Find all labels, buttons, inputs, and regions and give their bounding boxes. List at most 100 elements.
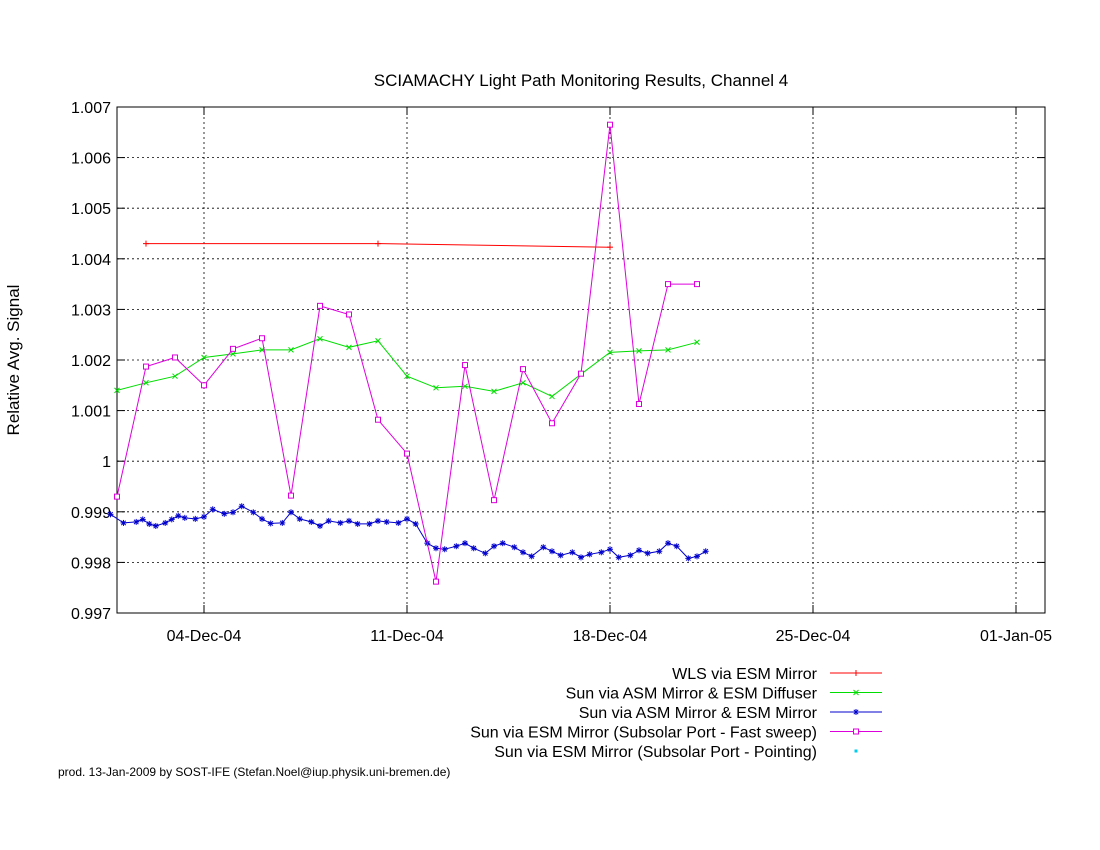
series-3-point bbox=[308, 518, 315, 525]
series-3-point bbox=[578, 554, 584, 561]
series-3-point bbox=[656, 548, 663, 555]
series-4-point bbox=[114, 493, 120, 500]
series-3-point bbox=[395, 519, 402, 526]
series-3-point bbox=[586, 551, 593, 558]
legend-swatch-marker bbox=[853, 709, 859, 715]
series-3-point bbox=[288, 509, 294, 516]
legend-swatch-marker bbox=[853, 728, 859, 735]
series-2-point bbox=[462, 383, 468, 390]
series-3-point bbox=[499, 540, 506, 547]
series-3-point bbox=[168, 516, 175, 523]
series-4-point bbox=[259, 335, 265, 342]
x-tick-label: 11-Dec-04 bbox=[370, 628, 444, 645]
series-3-point bbox=[694, 553, 700, 560]
series-3-point bbox=[296, 515, 303, 522]
series-layer bbox=[107, 121, 709, 585]
series-3-point bbox=[569, 549, 576, 556]
y-tick-label: 1.005 bbox=[71, 201, 111, 218]
legend-label: Sun via ESM Mirror (Subsolar Port - Poin… bbox=[494, 744, 817, 761]
series-4-point bbox=[607, 121, 613, 128]
series-2-point bbox=[230, 351, 236, 357]
series-3-point bbox=[162, 519, 169, 526]
series-3-line bbox=[110, 505, 706, 559]
series-3-point bbox=[404, 515, 410, 522]
series-3-point bbox=[337, 519, 344, 526]
series-3-point bbox=[250, 509, 257, 516]
series-4-point bbox=[143, 363, 149, 370]
series-3-point bbox=[375, 517, 381, 524]
grid-lines bbox=[117, 107, 1045, 613]
x-tick-label: 18-Dec-04 bbox=[573, 628, 648, 645]
legend-label: Sun via ASM Mirror & ESM Diffuser bbox=[566, 686, 818, 703]
y-tick-label: 1.001 bbox=[71, 404, 111, 421]
axis-ticks: 0.997 0.998 0.999 1 1.001 1.002 1.003 1.004 1.00… bbox=[71, 100, 1052, 645]
series-3-point bbox=[412, 520, 419, 527]
x-tick-label: 01-Jan-05 bbox=[980, 628, 1052, 645]
series-1-point bbox=[375, 240, 381, 247]
series-4-point bbox=[636, 401, 642, 408]
series-3-point bbox=[702, 548, 709, 555]
series-3-point bbox=[607, 546, 613, 553]
production-credit: prod. 13-Jan-2009 by SOST-IFE (Stefan.No… bbox=[58, 765, 450, 779]
plot-frame bbox=[116, 106, 1046, 614]
y-tick-label: 1.002 bbox=[71, 353, 111, 370]
series-3-point bbox=[181, 514, 188, 521]
y-tick-label: 1.007 bbox=[71, 100, 111, 117]
series-3-point bbox=[259, 515, 265, 522]
series-2-point bbox=[636, 348, 642, 354]
series-4-point bbox=[694, 281, 700, 288]
y-tick-label: 1.004 bbox=[71, 252, 111, 269]
series-2-point bbox=[491, 388, 497, 395]
series-3-point bbox=[453, 543, 460, 550]
series-2-point bbox=[114, 387, 120, 394]
series-3-point bbox=[383, 518, 390, 525]
series-3-point bbox=[221, 510, 228, 517]
y-tick-label: 1.003 bbox=[71, 302, 111, 319]
series-3-point bbox=[549, 548, 555, 555]
series-3-point bbox=[598, 549, 605, 556]
series-2-point bbox=[172, 373, 178, 380]
y-tick-label: 1.006 bbox=[71, 151, 111, 168]
series-1-point bbox=[143, 240, 149, 247]
x-tick-label: 25-Dec-04 bbox=[776, 628, 851, 645]
legend: WLS via ESM Mirror Sun via ASM Mirror & E… bbox=[470, 666, 882, 761]
series-3-point bbox=[615, 554, 622, 561]
series-3-point bbox=[470, 545, 477, 552]
series-4-point bbox=[549, 420, 555, 427]
series-3-point bbox=[636, 547, 642, 554]
series-3-point bbox=[354, 520, 361, 527]
series-1 bbox=[143, 240, 613, 251]
series-3-point bbox=[685, 555, 692, 562]
series-2-point bbox=[520, 379, 526, 386]
series-3-point bbox=[433, 545, 439, 552]
series-3-point bbox=[441, 546, 448, 553]
series-3-point bbox=[192, 515, 199, 522]
series-3-point bbox=[120, 519, 127, 526]
series-3-point bbox=[230, 509, 236, 516]
series-2-point bbox=[694, 339, 700, 346]
series-2-point bbox=[404, 373, 410, 380]
legend-label: Sun via ESM Mirror (Subsolar Port - Fast… bbox=[470, 725, 817, 742]
y-tick-label: 0.998 bbox=[71, 555, 111, 572]
series-1-point bbox=[607, 244, 613, 251]
series-3-point bbox=[644, 550, 651, 557]
series-3-point bbox=[528, 553, 535, 560]
series-4-point bbox=[288, 492, 294, 499]
x-tick-label: 04-Dec-04 bbox=[167, 628, 242, 645]
series-3-point bbox=[152, 522, 159, 529]
series-3-point bbox=[107, 511, 114, 518]
series-4-point bbox=[201, 382, 207, 389]
series-2-point bbox=[375, 337, 381, 344]
series-4-point bbox=[433, 578, 439, 585]
series-2-point bbox=[549, 393, 555, 400]
series-3 bbox=[107, 503, 709, 562]
series-3-point bbox=[201, 513, 207, 520]
series-3-point bbox=[540, 544, 547, 551]
series-3-point bbox=[673, 543, 680, 550]
series-4-point bbox=[578, 370, 584, 377]
series-3-point bbox=[511, 544, 518, 551]
chart-title: SCIAMACHY Light Path Monitoring Results,… bbox=[374, 71, 789, 90]
series-2-point bbox=[317, 335, 323, 342]
series-2-point bbox=[346, 344, 352, 351]
series-3-point bbox=[175, 512, 182, 519]
